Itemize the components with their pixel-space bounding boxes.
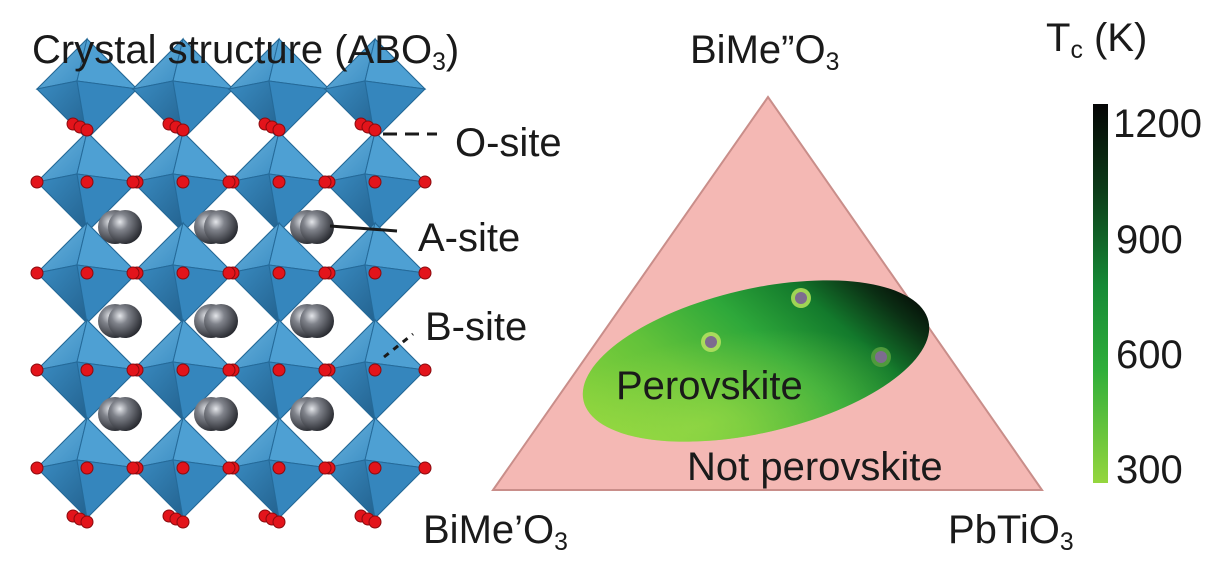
o-site-label: O-site [455,121,562,165]
perovskite-region-label: Perovskite [616,364,803,408]
oxygen-atom [272,363,286,377]
oxygen-atom [176,461,190,475]
a-site-cation [290,304,334,338]
tc-tick-1200: 1200 [1113,102,1202,146]
a-site-cations [98,210,334,431]
oxygen-atom [368,363,382,377]
oxygen-atom [80,363,94,377]
oxygen-atom [80,461,94,475]
a-site-cation [98,304,142,338]
a-site-cation [194,304,238,338]
oxygen-atom [222,363,236,377]
oxygen-atom [318,461,332,475]
oxygen-atom [126,461,140,475]
oxygen-atom [80,175,94,189]
ternary-right-vertex-label: PbTiO3 [948,508,1074,556]
bo6-octahedron [227,416,331,520]
oxygen-atom [30,461,44,475]
composition-point [875,351,887,363]
oxygen-atom [126,266,140,280]
oxygen-atom [418,461,432,475]
oxygen-atom [176,515,190,529]
tc-colorbar-title: Tc (K) [1046,16,1148,64]
a-site-leader-line [329,224,398,233]
oxygen-atom [272,461,286,475]
a-site-cation [194,397,238,431]
not-perovskite-region-label: Not perovskite [687,445,943,489]
oxygen-atom [272,266,286,280]
oxygen-atom [368,461,382,475]
oxygen-atom [126,363,140,377]
bo6-octahedron [323,37,427,141]
bo6-octahedron [35,318,139,422]
oxygen-atom [272,515,286,529]
oxygen-atom [176,123,190,137]
bo6-octahedron [131,37,235,141]
perovskite-region-shade [582,280,930,442]
oxygen-atom [80,515,94,529]
oxygen-atom [318,363,332,377]
oxygen-atom [368,266,382,280]
a-site-cation [194,210,238,244]
oxygen-atom [30,175,44,189]
ternary-left-vertex-label: BiMe’O3 [423,508,568,556]
composition-point [795,292,807,304]
a-site-cation [98,210,142,244]
b-site-label: B-site [425,305,528,349]
oxygen-atom [30,266,44,280]
oxygen-atom [272,175,286,189]
oxygen-atoms [30,117,432,529]
a-site-cation [290,397,334,431]
oxygen-atom [80,266,94,280]
oxygen-atom [418,266,432,280]
oxygen-atom [272,123,286,137]
oxygen-atom [368,123,382,137]
oxygen-atom [126,175,140,189]
ternary-top-vertex-label: BiMe”O3 [690,28,840,76]
oxygen-atom [176,175,190,189]
tc-tick-600: 600 [1116,333,1183,377]
oxygen-atom [418,363,432,377]
composition-point [705,336,717,348]
tc-tick-900: 900 [1116,218,1183,262]
oxygen-atom [222,461,236,475]
oxygen-atom [318,175,332,189]
a-site-cation [98,397,142,431]
composition-points [701,288,891,367]
oxygen-atom [368,515,382,529]
a-site-cation [290,210,334,244]
oxygen-atom [418,175,432,189]
oxygen-atom [222,175,236,189]
tc-tick-300: 300 [1116,448,1183,492]
oxygen-atom [222,266,236,280]
oxygen-atom [176,363,190,377]
tc-colorbar-gradient [1093,104,1108,483]
oxygen-atom [176,266,190,280]
bo6-octahedron [323,221,427,325]
oxygen-atom [368,175,382,189]
crystal-structure-title: Crystal structure (ABO3) [32,28,460,76]
oxygen-atom [80,123,94,137]
a-site-label: A-site [418,216,521,260]
oxygen-atom [318,266,332,280]
oxygen-atom [30,363,44,377]
